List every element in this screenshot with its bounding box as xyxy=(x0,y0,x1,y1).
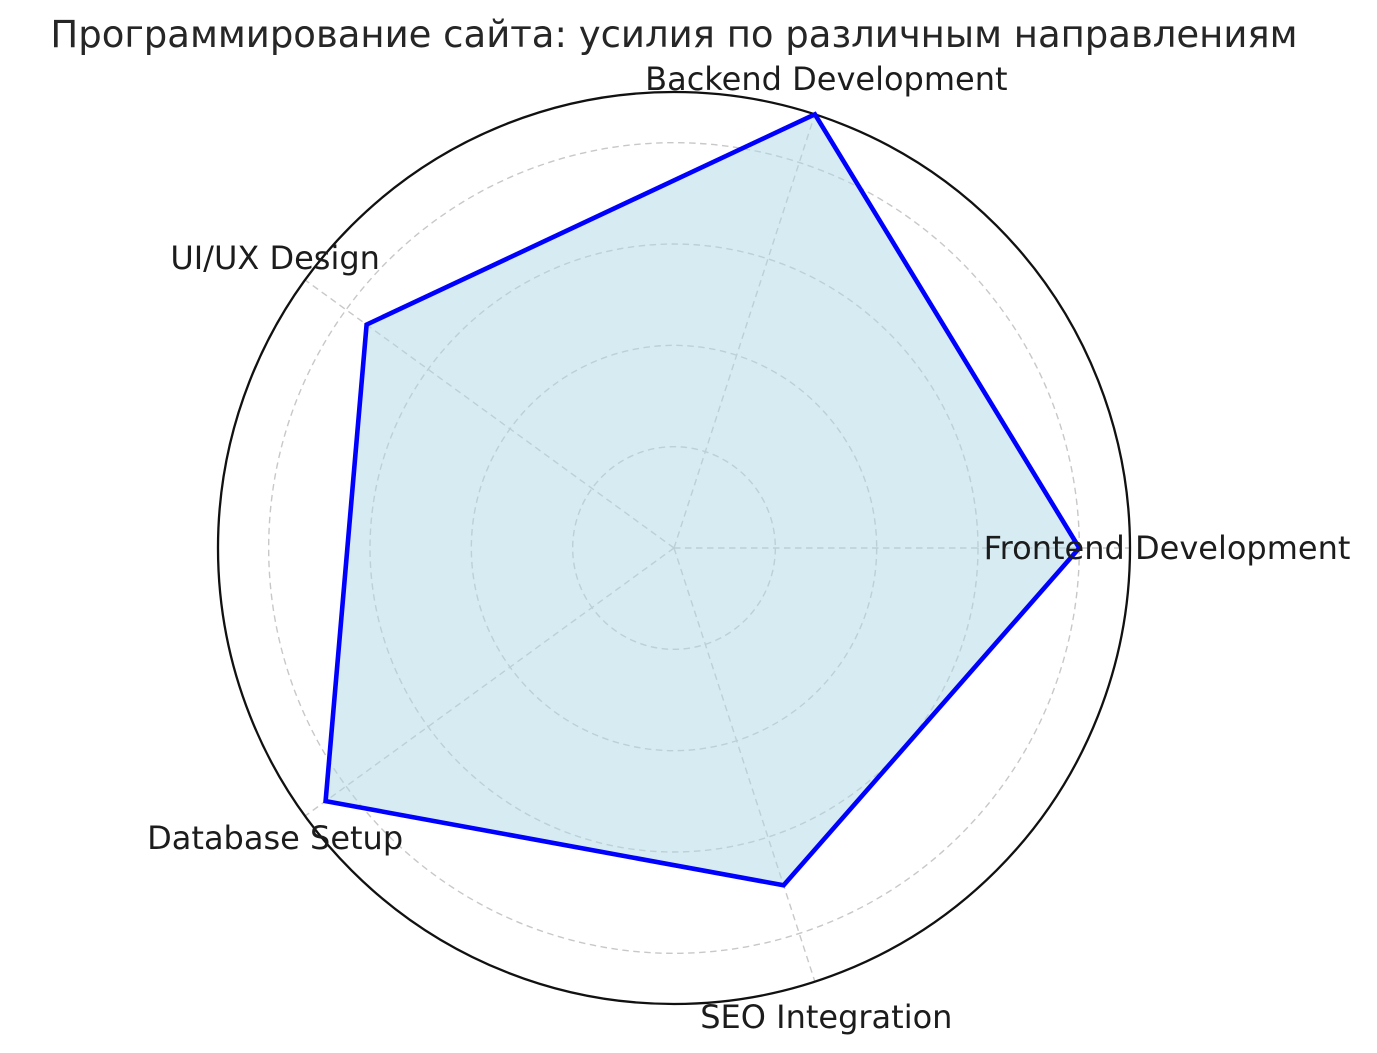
outer-axis-ring xyxy=(216,90,1132,1006)
axis-label-frontend-development: Frontend Development xyxy=(983,529,1351,567)
axis-spoke-seo-integration xyxy=(673,547,816,982)
axis-label-database-setup: Database Setup xyxy=(147,818,404,857)
axis-label-ui-ux-design: UI/UX Design xyxy=(170,239,380,278)
axis-label-backend-development: Backend Development xyxy=(645,60,1008,99)
data-polygon xyxy=(323,111,1083,888)
chart-title: Программирование сайта: усилия по различ… xyxy=(50,13,1298,56)
axis-label-seo-integration: SEO Integration xyxy=(700,997,953,1036)
